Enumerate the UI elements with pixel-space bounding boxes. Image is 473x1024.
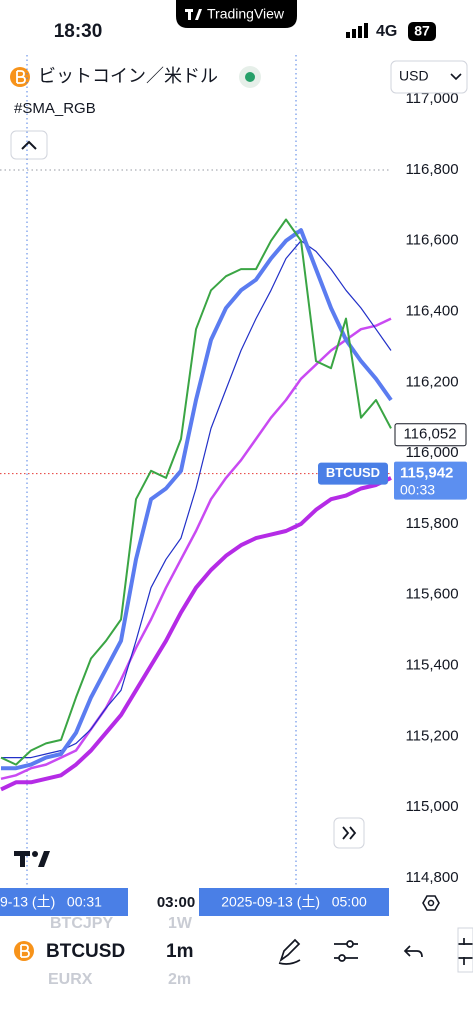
sma-line (0, 317, 392, 781)
sma-line (1, 228, 393, 771)
scroll-icon (342, 826, 357, 840)
toolbar-symbol[interactable]: BTCUSD (46, 941, 125, 962)
tv-logo-small (185, 9, 202, 20)
battery-level: 87 (414, 23, 430, 39)
signal-icon (346, 23, 368, 38)
indicator-name: #SMA_RGB (14, 100, 96, 117)
ghost-symbol: BTCJPY (50, 915, 113, 932)
collapse-button[interactable] (10, 130, 48, 160)
crosshair-time: 9-13 (土) 00:31 (0, 894, 102, 910)
currency: USD (399, 68, 429, 84)
current-price-label: 115,942 (400, 465, 453, 482)
y-tick-label: 115,800 (405, 515, 458, 532)
current-price-box (394, 461, 467, 500)
crosshair-time-box (199, 888, 389, 916)
y-tick-label: 115,600 (405, 586, 458, 603)
last-price-label: 116,052 (403, 426, 456, 443)
more-icon[interactable] (458, 938, 473, 965)
network: 4G (376, 23, 397, 40)
x-tick-label: 03:00 (157, 894, 195, 911)
currency-dropdown[interactable] (390, 60, 468, 94)
countdown: 00:33 (400, 481, 435, 497)
chart: 114,800 115,000 115,200 115,400 115,600 115,8… (0, 55, 467, 916)
y-tick-label: 115,200 (405, 727, 458, 744)
sma-line (0, 218, 392, 766)
battery (408, 22, 436, 41)
dropdown-arrow (450, 73, 462, 81)
ghost-interval: 1W (168, 915, 193, 932)
market-status (245, 72, 255, 82)
crosshair-time-box (0, 888, 128, 916)
status-time: 18:30 (54, 21, 103, 42)
undo-icon[interactable] (403, 945, 423, 958)
indicators-icon[interactable] (334, 940, 358, 962)
app-pill (176, 0, 297, 28)
ghost-interval: 2m (168, 971, 191, 988)
toolbar (0, 916, 473, 1024)
price-symbol: BTCUSD (326, 465, 380, 480)
y-tick-label: 116,200 (405, 373, 458, 390)
tv-watermark (14, 851, 50, 867)
ghost-symbol: EURX (48, 971, 93, 988)
collapse-icon (21, 140, 37, 150)
btc-icon (10, 67, 30, 87)
app-name: TradingView (207, 6, 285, 22)
toolbar-interval[interactable]: 1m (166, 941, 193, 962)
y-tick-label: 115,400 (405, 656, 458, 673)
y-tick-label: 116,800 (405, 161, 458, 178)
y-tick-label: 116,600 (405, 232, 458, 249)
y-tick-label: 116,000 (405, 444, 458, 461)
price-symbol-box (318, 462, 388, 485)
y-tick-label: 115,000 (405, 798, 458, 815)
sma-line (0, 476, 392, 792)
y-tick-label: 117,000 (405, 90, 458, 107)
last-price-box (394, 423, 467, 447)
settings-icon[interactable] (422, 895, 440, 911)
btc-icon (14, 941, 34, 961)
y-tick-label: 114,800 (405, 869, 458, 886)
y-tick-label: 116,400 (405, 303, 458, 320)
more-button[interactable] (457, 927, 473, 973)
crosshair-time: 2025-09-13 (土) 05:00 (221, 894, 367, 910)
draw-icon[interactable] (278, 938, 301, 965)
symbol-name[interactable]: ビットコイン／米ドル (38, 66, 218, 86)
